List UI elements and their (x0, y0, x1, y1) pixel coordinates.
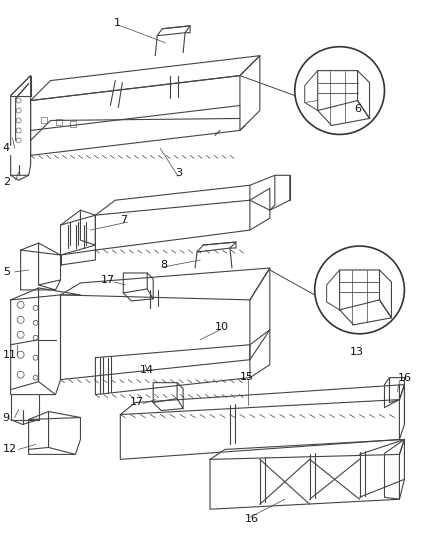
Text: 4: 4 (3, 143, 10, 154)
Text: 2: 2 (3, 177, 10, 187)
Text: 11: 11 (3, 350, 17, 360)
Text: 8: 8 (160, 260, 167, 270)
Text: 7: 7 (120, 215, 127, 225)
Text: 1: 1 (113, 18, 120, 28)
Text: 3: 3 (175, 168, 182, 179)
Text: 17: 17 (130, 397, 145, 407)
Bar (41, 117, 46, 124)
Text: 17: 17 (100, 275, 114, 285)
Text: 13: 13 (350, 347, 364, 357)
Text: 5: 5 (3, 267, 10, 277)
Text: 10: 10 (215, 322, 229, 332)
Text: 9: 9 (3, 413, 10, 423)
Text: 16: 16 (397, 373, 411, 383)
Bar (56, 119, 61, 125)
Text: 15: 15 (240, 372, 254, 382)
Text: 14: 14 (140, 365, 154, 375)
Text: 6: 6 (355, 103, 361, 114)
Text: 16: 16 (245, 514, 259, 524)
Text: 12: 12 (3, 445, 17, 455)
Bar (71, 122, 77, 127)
